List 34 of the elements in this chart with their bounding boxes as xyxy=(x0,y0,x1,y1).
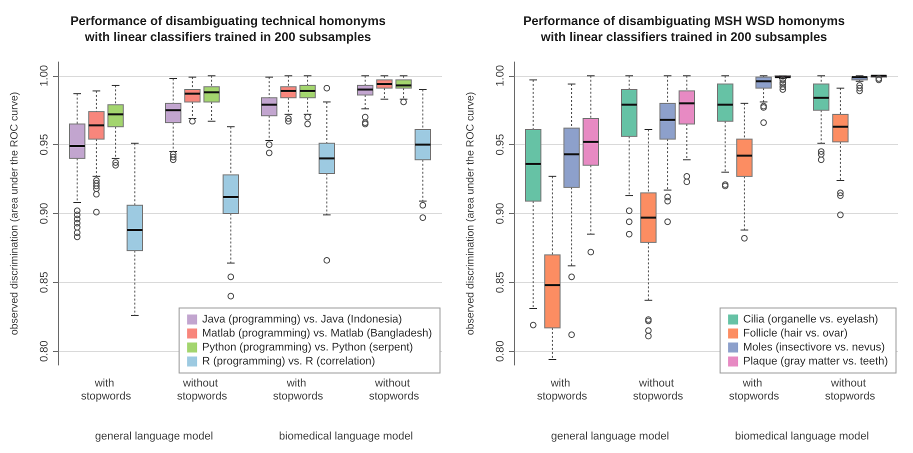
x-tick-label: without stopwords xyxy=(824,378,876,402)
y-tick-label: 0.95 xyxy=(38,134,50,156)
x-tick-label: with stopwords xyxy=(272,378,324,402)
text: biomedical language model xyxy=(279,430,413,442)
text: general language model xyxy=(550,430,670,442)
legend-label: Cilia (organelle vs. eyelash) xyxy=(743,314,878,326)
legend-label: Python (programming) vs. Python (serpent) xyxy=(202,342,414,354)
y-tick-label: 0.95 xyxy=(494,134,506,156)
legend-label: Matlab (programming) vs. Matlab (Bangladesh) xyxy=(202,328,432,340)
x-tick-label: without stopwords xyxy=(368,378,420,402)
y-tick-label: 0.85 xyxy=(494,272,506,294)
y-tick-label: 0.80 xyxy=(38,340,50,362)
legend-label: Plaque (gray matter vs. teeth) xyxy=(743,356,888,368)
y-tick-label: 1.00 xyxy=(494,65,506,86)
text: biomedical language model xyxy=(735,430,869,442)
y-tick-label: 0.90 xyxy=(494,202,506,224)
y-tick-label: 0.80 xyxy=(494,340,506,362)
y-tick-label: 1.00 xyxy=(38,65,50,86)
x-tick-label: with stopwords xyxy=(80,378,132,402)
x-tick-label: without stopwords xyxy=(176,378,228,402)
chart-title: Performance of disambiguating MSH WSD homonyms with linear classifiers trained in 200 subsamples xyxy=(523,14,845,44)
y-tick-label: 0.90 xyxy=(38,202,50,224)
legend-label: Moles (insectivore vs. nevus) xyxy=(743,342,885,354)
legend-label: Java (programming) vs. Java (Indonesia) xyxy=(202,314,402,326)
x-tick-label: with stopwords xyxy=(536,378,588,402)
y-axis-title: observed discrimination (area under the ROC curve) xyxy=(8,92,20,336)
x-tick-label: without stopwords xyxy=(632,378,684,402)
legend-label: Follicle (hair vs. ovar) xyxy=(743,328,848,340)
chart-title: Performance of disambiguating technical homonyms with linear classifiers trained in 200 subsamples xyxy=(70,14,386,44)
y-axis-title: observed discrimination (area under the ROC curve) xyxy=(464,92,476,336)
x-tick-label: with stopwords xyxy=(728,378,780,402)
text: general language model xyxy=(94,430,214,442)
y-tick-label: 0.85 xyxy=(38,272,50,294)
legend-label: R (programming) vs. R (correlation) xyxy=(202,356,376,368)
